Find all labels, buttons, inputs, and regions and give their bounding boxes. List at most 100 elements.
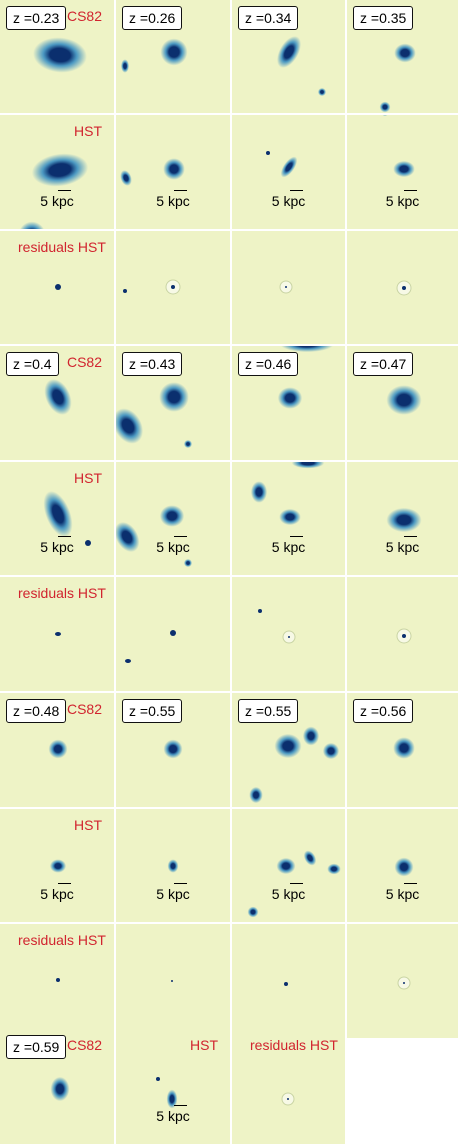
- galaxy-blob: [50, 1076, 70, 1102]
- scale-bar: 5 kpc: [116, 883, 230, 902]
- redshift-label: z =0.35: [353, 6, 414, 30]
- residuals-image-panel: residuals HST: [0, 924, 114, 1038]
- sky-background: [232, 924, 345, 1038]
- scale-bar-line: [289, 536, 303, 537]
- cs82-image-panel: z =0.46: [232, 346, 345, 460]
- redshift-label: z =0.23: [6, 6, 67, 30]
- hst-image-panel: HST 5 kpc: [0, 115, 114, 229]
- scale-bar: 5 kpc: [347, 883, 458, 902]
- scale-bar-line: [58, 883, 71, 884]
- hst-image-panel: 5 kpc: [116, 462, 230, 575]
- scale-bar-label: 5 kpc: [156, 1108, 190, 1124]
- hst-image-panel: 5 kpc: [116, 115, 230, 229]
- residual-spot: [288, 636, 290, 638]
- galaxy-blob: [280, 156, 298, 178]
- residual-spot: [171, 980, 173, 982]
- residual-spot: [171, 285, 175, 289]
- residuals-image-panel: residuals HST: [0, 231, 114, 344]
- hst-image-panel: 5 kpc: [116, 809, 230, 922]
- galaxy-blob: [33, 37, 87, 73]
- hst-image-panel: HST 5 kpc: [0, 809, 114, 922]
- hst-image-panel: 5 kpc: [232, 809, 345, 922]
- galaxy-blob: [280, 346, 334, 353]
- galaxy-blob: [277, 387, 303, 409]
- galaxy-blob: [249, 786, 263, 804]
- scale-bar-line: [403, 883, 417, 884]
- scale-bar-line: [174, 1105, 187, 1106]
- scale-bar: 5 kpc: [0, 883, 114, 902]
- scale-bar-label: 5 kpc: [156, 539, 190, 555]
- survey-label-cs82: CS82: [66, 1037, 102, 1053]
- residual-spot: [56, 978, 60, 982]
- hst-image-panel: 5 kpc: [347, 462, 458, 575]
- galaxy-blob: [379, 101, 391, 113]
- hst-image-panel: HST 5 kpc: [116, 1029, 230, 1144]
- residuals-image-panel: [347, 924, 458, 1038]
- galaxy-blob: [279, 508, 301, 526]
- scale-bar: 5 kpc: [0, 536, 114, 555]
- residual-spot: [125, 659, 131, 663]
- galaxy-blob: [116, 521, 140, 553]
- scale-bar-line: [403, 536, 417, 537]
- survey-label-hst: HST: [74, 123, 102, 139]
- redshift-label: z =0.26: [122, 6, 183, 30]
- galaxy-blob: [48, 739, 68, 759]
- redshift-label: z =0.47: [353, 352, 414, 376]
- galaxy-blob: [302, 726, 320, 746]
- scale-bar: 5 kpc: [232, 883, 345, 902]
- cs82-image-panel: z =0.26: [116, 0, 230, 113]
- survey-label-hst: HST: [74, 817, 102, 833]
- galaxy-blob: [277, 36, 301, 68]
- residual-spot: [402, 634, 406, 638]
- cs82-image-panel: z =0.35: [347, 0, 458, 113]
- survey-label-residuals: residuals HST: [18, 239, 106, 255]
- cs82-image-panel: z =0.55: [116, 693, 230, 807]
- scale-bar-line: [174, 883, 187, 884]
- galaxy-blob: [159, 505, 185, 527]
- galaxy-blob: [120, 170, 132, 186]
- galaxy-blob: [382, 115, 388, 117]
- residual-spot: [284, 982, 288, 986]
- galaxy-blob: [276, 857, 296, 875]
- galaxy-blob: [247, 906, 259, 918]
- residual-spot: [287, 1098, 289, 1100]
- residual-spot: [258, 609, 262, 613]
- residuals-image-panel: [232, 231, 345, 344]
- survey-label-residuals: residuals HST: [18, 585, 106, 601]
- residual-spot: [85, 540, 91, 546]
- redshift-label: z =0.56: [353, 699, 414, 723]
- cs82-image-panel: z =0.47: [347, 346, 458, 460]
- galaxy-blob: [160, 38, 188, 66]
- galaxy-blob: [393, 737, 415, 759]
- cs82-image-panel: z =0.23 CS82: [0, 0, 114, 113]
- hst-image-panel: 5 kpc: [232, 462, 345, 575]
- redshift-label: z =0.43: [122, 352, 183, 376]
- residuals-image-panel: [116, 924, 230, 1038]
- galaxy-blob: [386, 507, 422, 533]
- galaxy-blob: [317, 87, 327, 97]
- galaxy-blob: [120, 59, 130, 73]
- scale-bar: 5 kpc: [232, 190, 345, 209]
- hst-image-panel: HST 5 kpc: [0, 462, 114, 575]
- galaxy-blob: [394, 857, 414, 877]
- scale-bar-label: 5 kpc: [40, 886, 74, 902]
- galaxy-blob: [183, 439, 193, 449]
- galaxy-blob: [43, 491, 73, 537]
- redshift-label: z =0.4: [6, 352, 59, 376]
- scale-bar-label: 5 kpc: [271, 193, 306, 209]
- galaxy-blob: [163, 158, 185, 180]
- residual-spot: [266, 151, 270, 155]
- galaxy-blob: [394, 43, 416, 63]
- galaxy-blob: [250, 481, 268, 503]
- residual-spot: [55, 632, 61, 636]
- scale-bar-line: [174, 190, 187, 191]
- residuals-image-panel: [116, 231, 230, 344]
- scale-bar-label: 5 kpc: [385, 886, 420, 902]
- hst-image-panel: 5 kpc: [232, 115, 345, 229]
- galaxy-blob: [386, 385, 422, 415]
- galaxy-blob: [274, 733, 302, 759]
- galaxy-blob: [163, 739, 183, 759]
- residuals-image-panel: residuals HST: [232, 1029, 345, 1144]
- sky-background: [116, 1029, 230, 1144]
